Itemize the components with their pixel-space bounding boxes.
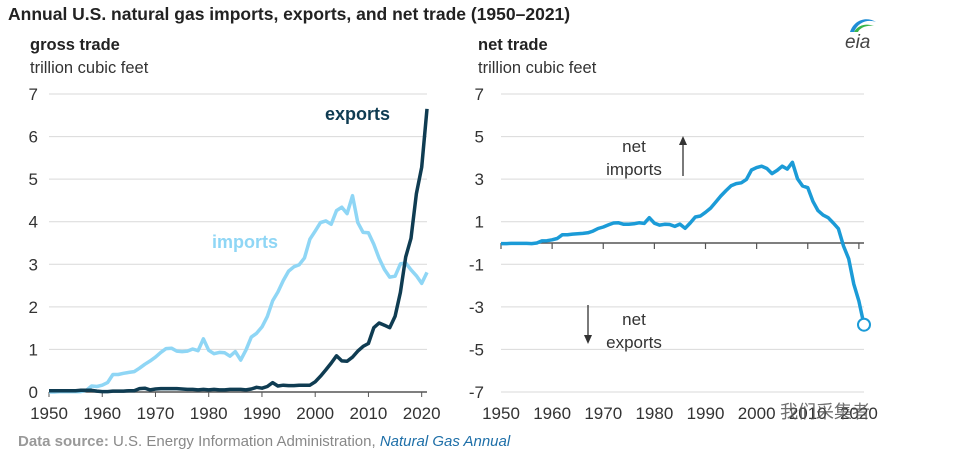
net-exports-label-line2: exports bbox=[606, 333, 662, 352]
up-arrowhead-icon bbox=[679, 136, 687, 145]
gross-trade-x-tick-label: 1970 bbox=[137, 404, 175, 423]
data-source-label: Data source: bbox=[18, 433, 109, 450]
net-trade-x-tick-label: 1990 bbox=[687, 404, 725, 423]
net-trade-y-tick-label: -3 bbox=[469, 298, 484, 317]
imports-line bbox=[49, 193, 429, 394]
right-chart-subtitle: net trade bbox=[478, 36, 548, 54]
logo-leaf-icon bbox=[854, 24, 874, 32]
gross-trade-y-tick-label: 5 bbox=[29, 170, 38, 189]
left-chart-unit: trillion cubic feet bbox=[30, 59, 149, 77]
net-trade-y-tick-label: 3 bbox=[475, 170, 484, 189]
left-chart-subtitle: gross trade bbox=[30, 36, 120, 54]
gross-trade-y-tick-label: 4 bbox=[29, 213, 38, 232]
data-source: Data source: U.S. Energy Information Adm… bbox=[18, 433, 510, 450]
gross-trade-x-ticks: 1950 1960 1970 1980 1990 2000 2010 2020 bbox=[30, 392, 441, 423]
net-trade-chart: -7 -5 -3 -1 1 3 5 7 1950 1960 1970 1980 1990 2000 201… bbox=[469, 85, 878, 423]
data-source-link[interactable]: Natural Gas Annual bbox=[379, 433, 511, 450]
net-trade-x-tick-label: 2020 bbox=[840, 404, 878, 423]
net-trade-x-tick-label: 1960 bbox=[533, 404, 571, 423]
net-exports-label-line1: net bbox=[622, 310, 646, 329]
gross-trade-grid bbox=[49, 93, 427, 393]
logo-text: eia bbox=[845, 32, 870, 52]
imports-series-label: imports bbox=[212, 232, 278, 252]
net-imports-annotation: net imports bbox=[606, 136, 687, 179]
gross-trade-y-tick-label: 7 bbox=[29, 85, 38, 104]
data-source-text: U.S. Energy Information Administration, bbox=[113, 433, 376, 450]
logo-swoosh-icon bbox=[850, 19, 876, 32]
gross-trade-x-tick-label: 1980 bbox=[190, 404, 228, 423]
net-trade-x-ticks: 1950 1960 1970 1980 1990 2000 2010 2020 bbox=[482, 404, 878, 423]
net-exports-annotation: net exports bbox=[584, 305, 662, 352]
net-trade-y-tick-label: 5 bbox=[475, 128, 484, 147]
right-chart-unit: trillion cubic feet bbox=[478, 59, 597, 77]
gross-trade-x-tick-label: 2010 bbox=[350, 404, 388, 423]
net-trade-line bbox=[501, 160, 866, 326]
net-trade-y-tick-label: 1 bbox=[475, 213, 484, 232]
net-trade-x-tick-label: 1980 bbox=[635, 404, 673, 423]
net-trade-zero-axis-ticks bbox=[500, 243, 860, 249]
gross-trade-x-tick-label: 2020 bbox=[403, 404, 441, 423]
net-trade-y-tick-label: 7 bbox=[475, 85, 484, 104]
net-trade-end-marker bbox=[857, 317, 871, 332]
gross-trade-y-ticks: 0 1 2 3 4 5 6 7 bbox=[29, 85, 38, 402]
eia-logo: eia bbox=[845, 19, 876, 52]
exports-series-label: exports bbox=[325, 104, 390, 124]
gross-trade-x-tick-label: 1990 bbox=[243, 404, 281, 423]
net-trade-x-tick-label: 2010 bbox=[789, 404, 827, 423]
gross-trade-y-tick-label: 0 bbox=[29, 383, 38, 402]
gross-trade-x-tick-label: 1960 bbox=[83, 404, 121, 423]
net-trade-grid bbox=[501, 93, 864, 393]
net-trade-x-tick-label: 1970 bbox=[584, 404, 622, 423]
gross-trade-y-tick-label: 6 bbox=[29, 128, 38, 147]
exports-line bbox=[49, 108, 429, 394]
net-trade-y-ticks: -7 -5 -3 -1 1 3 5 7 bbox=[469, 85, 484, 402]
net-trade-y-tick-label: -5 bbox=[469, 340, 484, 359]
net-imports-label-line2: imports bbox=[606, 160, 662, 179]
net-trade-y-tick-label: -7 bbox=[469, 383, 484, 402]
gross-trade-y-tick-label: 1 bbox=[29, 340, 38, 359]
gross-trade-x-tick-label: 1950 bbox=[30, 404, 68, 423]
net-trade-x-tick-label: 1950 bbox=[482, 404, 520, 423]
gross-trade-chart: 0 1 2 3 4 5 6 7 1950 1960 1970 1980 1990 2000 2010 202… bbox=[29, 85, 441, 423]
chart-title: Annual U.S. natural gas imports, exports… bbox=[8, 4, 571, 24]
gross-trade-x-tick-label: 2000 bbox=[296, 404, 334, 423]
net-trade-x-tick-label: 2000 bbox=[738, 404, 776, 423]
gross-trade-y-tick-label: 2 bbox=[29, 298, 38, 317]
net-trade-y-tick-label: -1 bbox=[469, 255, 484, 274]
gross-trade-y-tick-label: 3 bbox=[29, 255, 38, 274]
net-imports-label-line1: net bbox=[622, 137, 646, 156]
down-arrowhead-icon bbox=[584, 335, 592, 344]
watermark: 我们采集者 bbox=[780, 402, 870, 422]
